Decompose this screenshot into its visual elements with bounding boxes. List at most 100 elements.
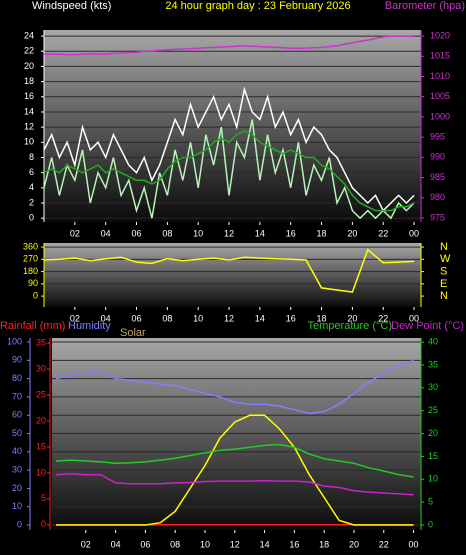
y2-tick-label: 15 [428, 451, 438, 461]
y2-tick-label: 30 [428, 382, 438, 392]
x-tick-label: 06 [140, 539, 150, 549]
x-tick-label: 10 [193, 313, 203, 323]
y2-tick-label: 25 [428, 405, 438, 415]
x-tick-label: 16 [286, 313, 296, 323]
y2-tick-label: 995 [430, 131, 445, 141]
y-tick-label: 24 [24, 30, 34, 40]
y-tick-label: 270 [23, 254, 38, 264]
y-tick-label: 8 [29, 152, 34, 162]
x-tick-label: 08 [162, 228, 172, 238]
x-tick-label: 06 [132, 313, 142, 323]
x-tick-label: 00 [409, 228, 419, 238]
x-tick-label: 16 [286, 228, 296, 238]
y-tick-label: 2 [29, 197, 34, 207]
series-line [43, 86, 415, 212]
series-line [55, 443, 414, 478]
x-tick-label: 04 [101, 228, 111, 238]
y2-tick-label: 1000 [430, 111, 450, 121]
y3-tick-label: 15 [36, 441, 46, 451]
y-tick-label: 10 [12, 501, 22, 511]
y2-tick-label: E [440, 278, 447, 290]
y3-tick-label: 10 [36, 467, 46, 477]
y-tick-label: 14 [24, 106, 34, 116]
y2-tick-label: N [440, 241, 448, 253]
y-tick-label: 30 [12, 465, 22, 475]
y2-tick-label: S [440, 266, 447, 278]
y2-tick-label: N [440, 290, 448, 302]
x-tick-label: 18 [319, 539, 329, 549]
y2-tick-label: 35 [428, 359, 438, 369]
y3-tick-label: 5 [41, 493, 46, 503]
y2-tick-label: 1020 [430, 30, 450, 40]
y2-tick-label: 1005 [430, 91, 450, 101]
y2-tick-label: 10 [428, 474, 438, 484]
y-tick-label: 80 [12, 373, 22, 383]
x-tick-label: 04 [101, 313, 111, 323]
series-line [56, 414, 414, 526]
x-tick-label: 22 [378, 228, 388, 238]
y-tick-label: 4 [29, 182, 34, 192]
y2-tick-label: 0 [428, 519, 433, 529]
x-tick-label: 02 [70, 313, 80, 323]
y-tick-label: 100 [7, 336, 22, 346]
x-tick-label: 00 [409, 539, 419, 549]
y-tick-label: 0 [33, 290, 38, 300]
y-tick-label: 0 [17, 519, 22, 529]
y-tick-label: 50 [12, 428, 22, 438]
y-tick-label: 10 [24, 137, 34, 147]
y2-tick-label: W [440, 253, 451, 265]
legend-label: Temperature (°C) [308, 320, 392, 332]
x-tick-label: 10 [193, 228, 203, 238]
y-axis-title: Windspeed (kts) [32, 0, 111, 12]
y3-tick-label: 20 [36, 415, 46, 425]
y-tick-label: 90 [12, 355, 22, 365]
y-tick-label: 12 [24, 122, 34, 132]
y-tick-label: 20 [12, 483, 22, 493]
series-line [55, 473, 414, 496]
x-tick-label: 12 [224, 313, 234, 323]
plot-area [44, 30, 421, 222]
y2-tick-label: 1015 [430, 51, 450, 61]
y2-tick-label: 5 [428, 496, 433, 506]
y2-tick-label: 985 [430, 172, 445, 182]
series-line [44, 35, 415, 56]
y-tick-label: 70 [12, 391, 22, 401]
series-line [43, 248, 415, 293]
x-tick-label: 12 [230, 539, 240, 549]
x-tick-label: 22 [379, 539, 389, 549]
x-tick-label: 08 [162, 313, 172, 323]
y2-tick-label: 40 [428, 336, 438, 346]
y-tick-label: 6 [29, 167, 34, 177]
y-tick-label: 40 [12, 446, 22, 456]
x-tick-label: 20 [349, 539, 359, 549]
y-tick-label: 360 [23, 241, 38, 251]
y2-tick-label: 975 [430, 212, 445, 222]
y-tick-label: 60 [12, 410, 22, 420]
series-line [55, 359, 414, 415]
y-tick-label: 20 [24, 61, 34, 71]
series-line [43, 119, 415, 220]
y-tick-label: 180 [23, 266, 38, 276]
x-tick-label: 14 [255, 228, 265, 238]
y-tick-label: 0 [29, 213, 34, 223]
x-tick-label: 12 [224, 228, 234, 238]
y-tick-label: 18 [24, 76, 34, 86]
y3-tick-label: 25 [36, 389, 46, 399]
y2-tick-label: 980 [430, 192, 445, 202]
y-tick-label: 16 [24, 91, 34, 101]
y-tick-label: 90 [28, 278, 38, 288]
x-tick-label: 18 [317, 228, 327, 238]
plot-area [44, 243, 421, 307]
legend-label: Solar [120, 327, 146, 339]
x-tick-label: 14 [260, 539, 270, 549]
y3-tick-label: 0 [41, 519, 46, 529]
x-tick-label: 20 [347, 313, 357, 323]
legend-label: Humidity [68, 320, 111, 332]
x-tick-label: 06 [132, 228, 142, 238]
x-tick-label: 02 [70, 228, 80, 238]
x-tick-label: 02 [81, 539, 91, 549]
y2-tick-label: 20 [428, 428, 438, 438]
y-tick-label: 22 [24, 46, 34, 56]
y2-axis-title: Barometer (hpa) [385, 0, 465, 12]
